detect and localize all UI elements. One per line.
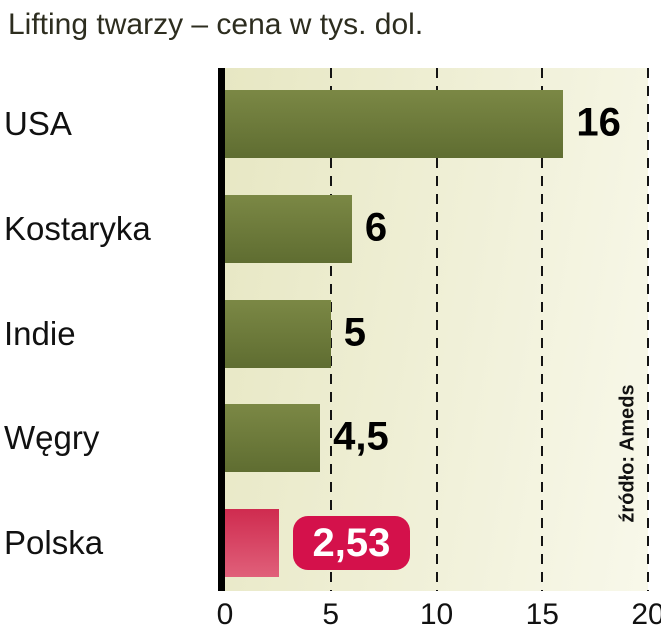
category-label: Węgry [4,419,100,457]
bar [225,299,331,368]
category-label: Kostaryka [4,209,151,247]
x-tick-label: 0 [216,598,234,631]
x-axis-ticks: 0 5 10 15 20 [0,598,661,634]
x-tick-label: 10 [419,598,454,631]
plot-area: 16 6 5 4,5 2,53 [218,68,649,591]
value-label: 4,5 [333,414,389,459]
gridline [541,68,544,591]
chart-title: Lifting twarzy – cena w tys. dol. [8,8,424,41]
category-labels: USA Kostaryka Indie Węgry Polska [0,68,212,591]
value-label: 16 [576,100,621,145]
bar [225,508,279,577]
value-label: 6 [364,205,388,250]
category-label: Polska [4,523,104,561]
bar [225,90,564,159]
value-label: 5 [343,310,366,355]
category-label: Indie [4,314,76,352]
source-label: źródło: Ameds [616,384,639,523]
gridline [435,68,438,591]
value-badge: 2,53 [292,515,411,570]
x-tick-label: 20 [631,598,661,631]
gridline [329,68,332,591]
x-tick-label: 15 [525,598,559,631]
gridline [647,68,649,591]
bar [225,194,352,263]
x-tick-label: 5 [322,598,340,631]
bar [225,404,321,473]
category-label: USA [4,105,72,143]
